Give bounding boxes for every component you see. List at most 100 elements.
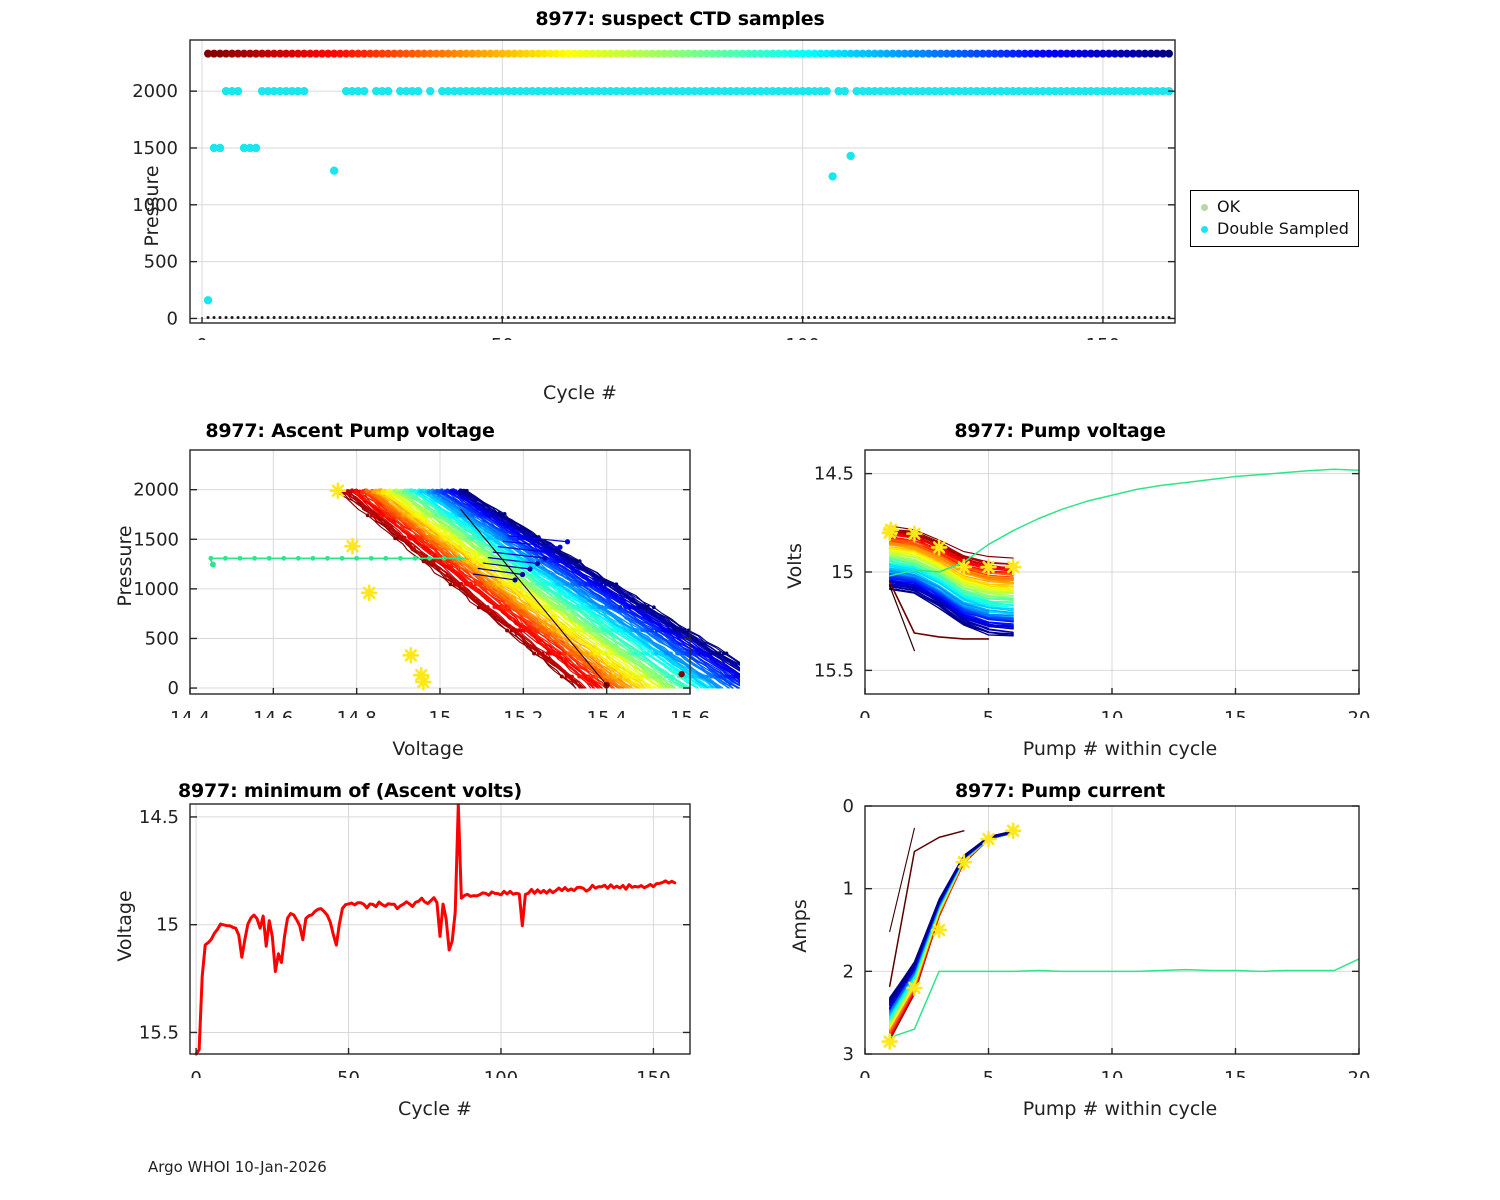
panel-pump-voltage: 8977: Pump voltage 14.5 15 15.5 0 5 10 15 20 [760, 418, 1400, 718]
ytick-label: 1500 [133, 529, 179, 550]
ascent-excursion [502, 540, 561, 548]
ytick-label: 0 [168, 678, 179, 699]
ascent-profile [444, 490, 740, 687]
pump-voltage-trace [889, 577, 1014, 623]
ascent-excursion [472, 573, 516, 581]
legend-item: OK [1198, 196, 1349, 218]
ylabel-volts: Volts [784, 543, 806, 589]
ascent-profile [346, 491, 584, 689]
ascent-profile [405, 491, 675, 689]
cycle-colour-key-row [204, 49, 1173, 58]
legend-item: Double Sampled [1198, 218, 1349, 240]
ascent-profile [464, 491, 740, 664]
panel-title-pump-voltage: 8977: Pump voltage [954, 420, 1166, 442]
pump-voltage-trace [889, 558, 1014, 600]
latest-cycle-marker [930, 921, 948, 939]
xtick-label: 15 [1224, 1068, 1247, 1078]
ytick-label: 15.5 [814, 660, 854, 681]
ytick-label: 14.5 [814, 464, 854, 485]
pump-voltage-trace [889, 551, 990, 592]
xtick-label: 20 [1348, 708, 1371, 718]
ytick-label: 0 [843, 796, 854, 817]
pump-voltage-trace [889, 574, 1014, 619]
legend-label-double-sampled: Double Sampled [1217, 219, 1349, 238]
xtick-label: 100 [785, 335, 819, 340]
pump-current-trace [889, 831, 1014, 1039]
ytick-label: 1500 [132, 138, 178, 159]
latest-cycle-marker [980, 830, 997, 848]
pump-voltage-trace [889, 546, 990, 585]
latest-cycle-marker [980, 558, 997, 576]
ytick-label: 2 [843, 961, 854, 982]
ascent-profile [354, 490, 596, 689]
pump-voltage-traces [881, 468, 1360, 652]
pump-voltage-trace [889, 546, 1014, 584]
ascent-excursion [507, 535, 569, 543]
xtick-label: 15 [1224, 708, 1247, 718]
pump-voltage-trace [889, 570, 990, 613]
panel-title-min-ascent-volts: 8977: minimum of (Ascent volts) [177, 780, 522, 802]
xtick-label: 5 [983, 1068, 994, 1078]
xtick-label: 14.8 [337, 708, 377, 718]
ascent-profile [361, 491, 607, 689]
xtick-label: 50 [337, 1068, 360, 1078]
xtick-label: 150 [636, 1068, 670, 1078]
ascent-profile [433, 491, 734, 689]
xtick-label: 0 [190, 1068, 201, 1078]
xlabel-voltage: Voltage [392, 738, 464, 760]
ascent-profile [421, 490, 708, 689]
plot-min-ascent-volts: 14.5 15 15.5 0 50 100 150 [139, 803, 691, 1078]
ascent-profile [398, 491, 667, 689]
ascent-profile [366, 490, 620, 689]
plot-pump-voltage: 14.5 15 15.5 0 5 10 15 20 [814, 449, 1371, 718]
pump-current-trace [889, 831, 1014, 1042]
xtick-label: 0 [196, 335, 207, 340]
ascent-profile [390, 491, 661, 689]
ytick-label: 14.5 [139, 807, 179, 828]
pump-voltage-trace [889, 559, 990, 601]
ytick-label: 2000 [132, 81, 178, 102]
ascent-profile [456, 491, 740, 681]
ylabel-pressure-mid: Pressure [114, 525, 136, 607]
xtick-label: 0 [859, 1068, 870, 1078]
ylabel-voltage: Voltage [114, 890, 136, 962]
ascent-profile [385, 492, 645, 689]
pump-voltage-trace [889, 541, 1014, 579]
ascent-profile [409, 489, 688, 689]
double-sampled-markers [203, 86, 1174, 305]
ytick-label: 0 [167, 308, 178, 329]
ascent-excursion [497, 546, 554, 554]
xtick-label: 14.4 [170, 708, 210, 718]
ascent-profile [459, 490, 740, 672]
pump-voltage-trace [889, 563, 1014, 607]
pump-voltage-trace [889, 580, 1014, 627]
ascent-profiles [208, 482, 740, 691]
pump-voltage-trace [889, 565, 1014, 610]
ytick-label: 15 [156, 915, 179, 936]
pump-voltage-trace [889, 581, 1014, 628]
xtick-label: 15.4 [587, 708, 627, 718]
pump-voltage-trace [889, 538, 1014, 576]
legend-dot-double-sampled [1201, 225, 1208, 233]
ascent-excursion [487, 557, 539, 565]
ascent-excursion [482, 562, 531, 570]
pump-current-traces [881, 822, 1360, 1050]
panel-title-suspect-ctd: 8977: suspect CTD samples [535, 8, 825, 30]
ascent-profile [460, 508, 608, 686]
xlabel-pump-num-bottom: Pump # within cycle [1022, 1098, 1218, 1120]
legend-dot-ok [1201, 203, 1208, 211]
outlier-track [888, 958, 1360, 1039]
figure-footer: Argo WHOI 10-Jan-2026 [148, 1158, 327, 1176]
pump-current-trace [889, 831, 1014, 1040]
min-ascent-volts-trace [194, 803, 677, 1056]
panel-min-ascent-volts: 8977: minimum of (Ascent volts) 14.5 15 15… [0, 778, 740, 1078]
legend-label-ok: OK [1217, 197, 1241, 216]
min-ascent-volts-line [194, 803, 677, 1056]
ascent-profile [450, 492, 740, 683]
latest-cycle-marker [344, 537, 361, 555]
outlier-track [888, 468, 1360, 577]
xtick-label: 20 [1348, 1068, 1371, 1078]
pump-current-trace [889, 831, 1014, 1040]
xlabel-cycle-top: Cycle # [543, 382, 617, 404]
